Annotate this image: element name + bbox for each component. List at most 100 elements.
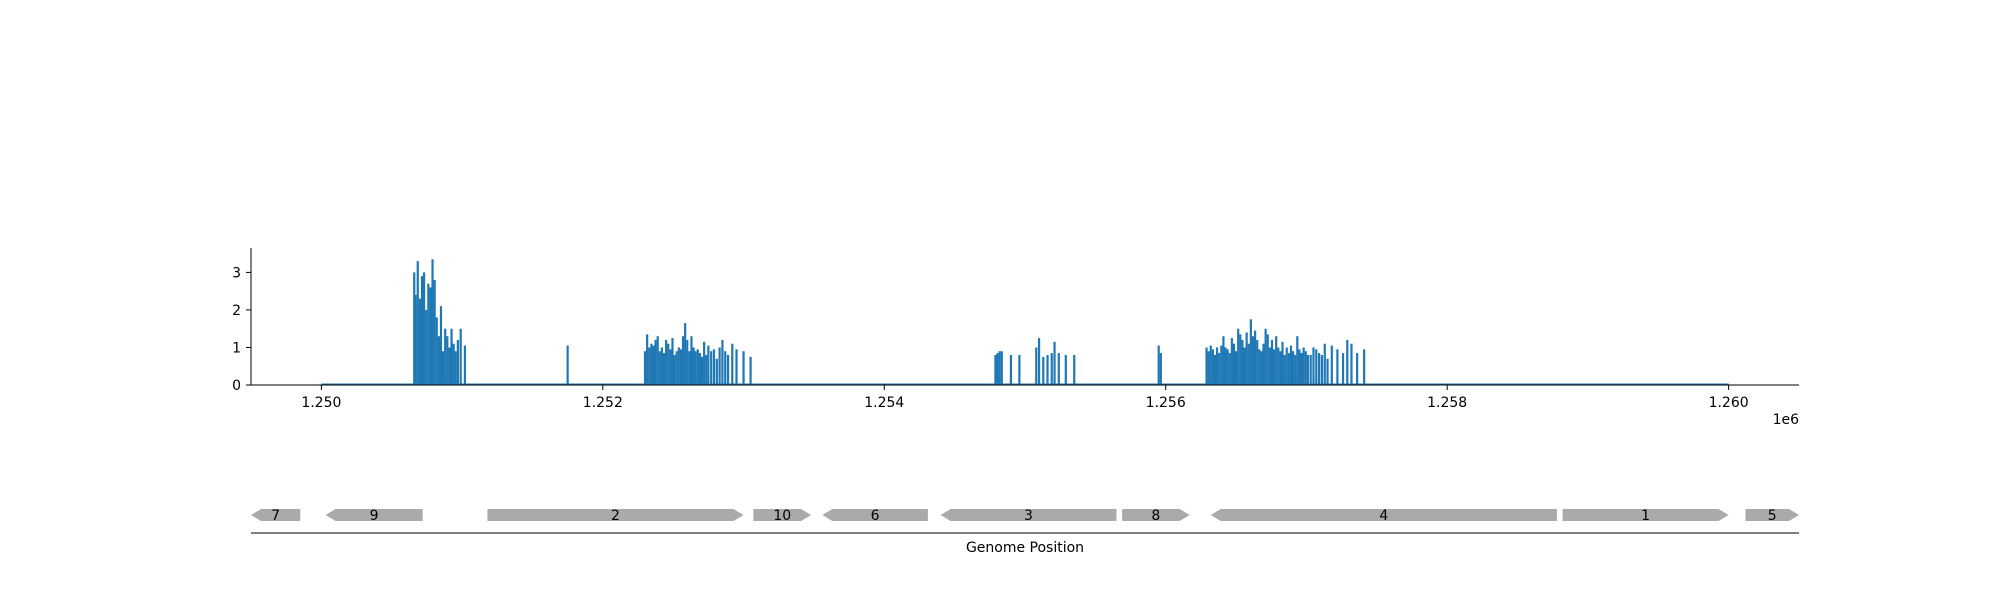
gene-feature-arrow xyxy=(325,509,423,521)
coverage-bar xyxy=(1207,351,1210,385)
coverage-bar xyxy=(1283,354,1286,385)
coverage-bar xyxy=(724,351,727,385)
coverage-bar xyxy=(1330,345,1333,385)
coverage-bar xyxy=(1050,353,1053,385)
gene-label: 1 xyxy=(1641,508,1650,524)
x-tick-label: 1.250 xyxy=(301,395,341,411)
coverage-bar xyxy=(703,341,706,385)
gene-label: 2 xyxy=(611,508,620,524)
coverage-bar xyxy=(1281,341,1284,385)
coverage-bar xyxy=(1042,356,1045,385)
coverage-bars xyxy=(413,259,1366,385)
coverage-bar xyxy=(1215,347,1219,385)
gene-track-panel: 7 9 2 10 6 3 8 4 1 5 Genome Position xyxy=(251,508,1799,556)
coverage-bar xyxy=(439,306,443,385)
coverage-bar xyxy=(427,283,430,385)
gene-label: 4 xyxy=(1379,508,1388,524)
gene-feature-arrow xyxy=(822,509,928,521)
coverage-bar xyxy=(692,347,695,385)
coverage-bar xyxy=(1046,354,1049,385)
coverage-bar xyxy=(731,343,734,385)
coverage-bar xyxy=(1341,353,1345,385)
coverage-bar xyxy=(646,334,649,385)
coverage-bar xyxy=(1224,347,1227,385)
x-axis-offset-label: 1e6 xyxy=(1773,412,1800,428)
coverage-bar xyxy=(1356,353,1359,385)
coverage-bar xyxy=(444,328,447,385)
coverage-bar xyxy=(643,351,647,385)
coverage-bar xyxy=(1260,351,1263,385)
coverage-bar xyxy=(441,351,445,385)
coverage-bar xyxy=(681,336,685,385)
coverage-bar xyxy=(1245,332,1248,385)
coverage-bar xyxy=(435,317,438,385)
coverage-bar xyxy=(1294,354,1297,385)
coverage-bar xyxy=(677,347,680,385)
coverage-panel: 1.250 1.252 1.254 1.256 1.258 1.260 0 1 2 3 1e6 xyxy=(232,248,1799,428)
coverage-bar xyxy=(694,351,697,385)
coverage-bar xyxy=(1253,330,1257,385)
gene-feature-arrow xyxy=(1210,509,1557,521)
coverage-bar xyxy=(998,351,1001,385)
coverage-bar xyxy=(718,347,721,385)
coverage-bar xyxy=(1218,353,1221,385)
coverage-bar xyxy=(1298,349,1301,385)
coverage-bar xyxy=(448,347,451,385)
coverage-bar xyxy=(1228,353,1231,385)
coverage-bar xyxy=(1306,354,1309,385)
coverage-bar xyxy=(1009,354,1013,385)
gene-feature-arrow xyxy=(251,509,301,521)
coverage-bar xyxy=(1285,347,1288,385)
coverage-bar xyxy=(1315,349,1318,385)
coverage-bar xyxy=(1073,354,1076,385)
coverage-bar xyxy=(675,351,678,385)
coverage-bar xyxy=(726,354,730,385)
gene-label: 6 xyxy=(871,508,880,524)
x-tick-label: 1.260 xyxy=(1709,395,1749,411)
coverage-bar xyxy=(654,339,657,385)
coverage-bar xyxy=(1159,353,1162,385)
coverage-bar xyxy=(1211,349,1214,385)
gene-label: 10 xyxy=(773,508,791,524)
coverage-bar xyxy=(749,356,752,385)
coverage-bar xyxy=(1291,351,1295,385)
coverage-bar xyxy=(700,356,704,385)
coverage-bar xyxy=(1256,339,1259,385)
coverage-bar xyxy=(1304,351,1307,385)
coverage-bar xyxy=(660,347,664,385)
coverage-bar xyxy=(994,354,997,385)
coverage-bar xyxy=(463,345,467,385)
coverage-bar xyxy=(1220,345,1223,385)
coverage-bar xyxy=(1289,345,1293,385)
x-tick-label: 1.254 xyxy=(864,395,904,411)
gene-feature-arrow xyxy=(487,509,744,521)
coverage-bar xyxy=(422,272,426,385)
coverage-bar xyxy=(1300,353,1303,385)
coverage-bar xyxy=(690,336,693,385)
coverage-bar xyxy=(652,345,655,385)
coverage-bar xyxy=(686,339,689,385)
coverage-bar xyxy=(1249,319,1252,385)
gene-feature-arrow xyxy=(940,509,1117,521)
y-tick-label: 3 xyxy=(232,265,241,281)
gene-feature-arrow xyxy=(753,509,812,521)
coverage-bar xyxy=(1037,338,1041,385)
coverage-bar xyxy=(1279,351,1282,385)
coverage-bar xyxy=(1262,343,1265,385)
coverage-bar xyxy=(1232,343,1236,385)
gene-feature-arrow xyxy=(1122,509,1190,521)
gene-label: 7 xyxy=(271,508,280,524)
coverage-bar xyxy=(566,345,569,385)
coverage-bar xyxy=(1035,347,1038,385)
gene-label: 8 xyxy=(1151,508,1160,524)
coverage-bar xyxy=(450,328,453,385)
coverage-bar xyxy=(1363,349,1366,385)
coverage-bar xyxy=(1326,358,1329,385)
coverage-bar xyxy=(1053,341,1056,385)
coverage-bar xyxy=(669,349,672,385)
coverage-bar xyxy=(1296,336,1299,385)
coverage-bar xyxy=(715,358,718,385)
y-tick-label: 0 xyxy=(232,378,241,394)
coverage-bar xyxy=(1266,334,1269,385)
